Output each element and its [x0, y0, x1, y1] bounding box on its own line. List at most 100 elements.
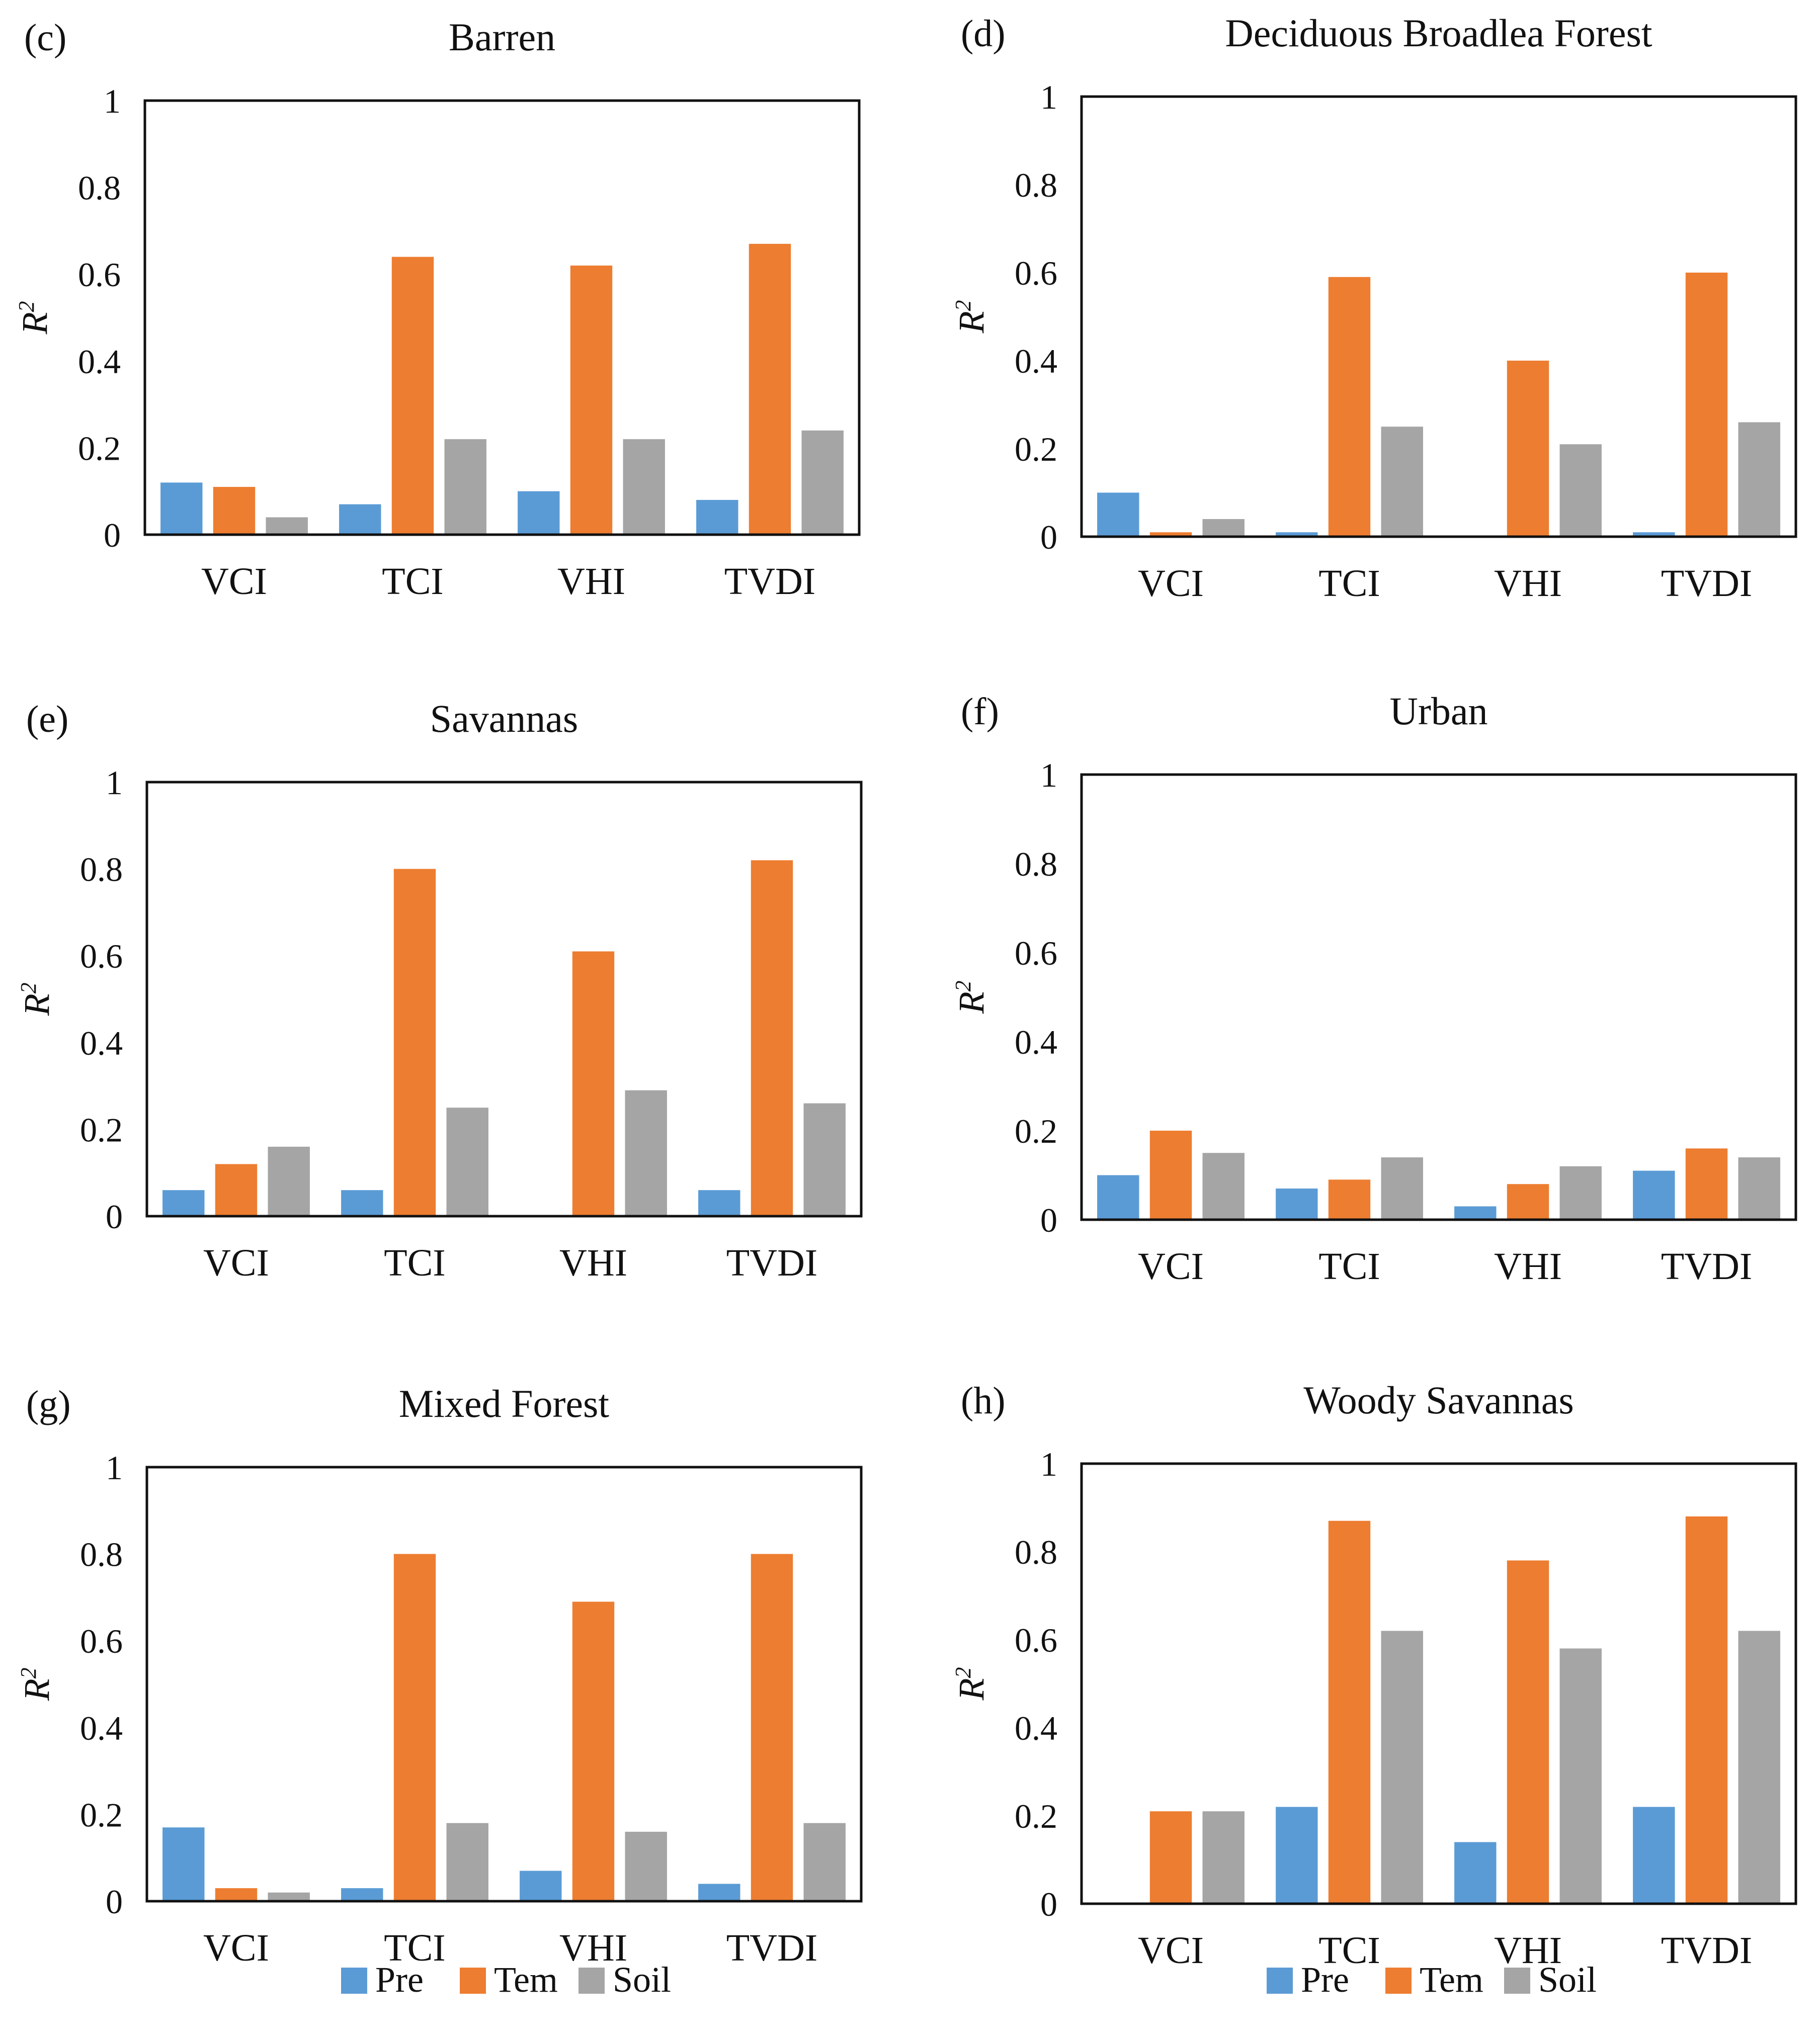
panel-label: (g) [26, 1383, 71, 1425]
y-axis-label: R2 [951, 1667, 991, 1701]
bar-tem-vhi [1507, 1560, 1549, 1904]
bar-tem-tvdi [1685, 1516, 1728, 1904]
y-tick-label: 0.8 [1015, 845, 1057, 883]
legend-label: Pre [1301, 1960, 1349, 2000]
x-category-label: TCI [384, 1927, 445, 1969]
legend: Pre Tem Soil [341, 1960, 671, 2000]
x-category-label: TCI [1318, 562, 1380, 605]
x-category-label: VHI [1494, 562, 1562, 605]
bar-soil-tci [446, 1108, 488, 1216]
x-category-label: VCI [1138, 1929, 1204, 1972]
bar-pre-vhi [1454, 1206, 1497, 1220]
y-tick-label: 0.2 [80, 1796, 123, 1834]
panel-label: (d) [961, 13, 1006, 55]
bar-soil-vhi [623, 439, 665, 535]
bar-soil-tvdi [803, 1823, 846, 1901]
bar-tem-tci [393, 1554, 436, 1901]
legend-swatch-tem [460, 1968, 486, 1994]
x-category-label: TCI [1318, 1929, 1380, 1972]
legend-label: Pre [375, 1960, 424, 2000]
y-tick-label: 1 [104, 82, 121, 120]
y-axis-label-superscript: 2 [16, 1668, 41, 1679]
bar-tem-vci [1149, 1131, 1192, 1220]
bar-soil-tvdi [1738, 1157, 1780, 1220]
y-axis-label-base: R [951, 992, 991, 1014]
y-tick-label: 0 [1040, 518, 1057, 556]
x-category-label: VHI [559, 1927, 627, 1969]
bar-pre-tvdi [1633, 1170, 1675, 1220]
y-tick-label: 0.6 [80, 937, 123, 975]
bar-pre-vhi [1454, 1842, 1497, 1904]
bar-tem-vci [215, 1888, 258, 1901]
y-tick-label: 1 [106, 763, 123, 802]
bar-pre-vhi [520, 1871, 562, 1901]
bar-soil-vci [1202, 519, 1245, 537]
bar-soil-tvdi [1738, 422, 1780, 537]
legend-label: Soil [613, 1960, 671, 2000]
bar-pre-tvdi [698, 1190, 740, 1216]
y-tick-label: 0.8 [1015, 1533, 1057, 1571]
bar-soil-tvdi [803, 1103, 846, 1216]
y-tick-label: 1 [106, 1449, 123, 1487]
y-tick-label: 0.2 [1015, 1112, 1057, 1150]
y-axis-label-base: R [951, 1678, 991, 1701]
bar-tem-vci [1149, 532, 1192, 537]
legend-swatch-tem [1385, 1968, 1412, 1994]
y-axis-label-base: R [15, 312, 55, 335]
bar-soil-vhi [625, 1090, 667, 1216]
bar-soil-vhi [1559, 1648, 1602, 1904]
bar-tem-vhi [572, 1601, 615, 1901]
bar-tem-tci [1328, 1520, 1371, 1904]
x-category-label: VHI [1494, 1245, 1562, 1288]
y-tick-label: 0.2 [78, 429, 121, 467]
bar-soil-vhi [625, 1831, 667, 1901]
bar-soil-vhi [1559, 444, 1602, 537]
x-category-label: VCI [1138, 1245, 1204, 1288]
y-axis-label-base: R [17, 994, 57, 1016]
panel-label: (h) [961, 1380, 1006, 1422]
legend: Pre Tem Soil [1267, 1960, 1597, 2000]
bar-soil-tci [1381, 427, 1423, 537]
y-tick-label: 0.2 [80, 1111, 123, 1149]
panel-label: (f) [961, 691, 999, 733]
bar-pre-vhi [518, 491, 560, 535]
y-tick-label: 0 [104, 516, 121, 554]
bar-tem-vci [215, 1164, 258, 1216]
chart-panel: Woody Savannas (h) R2 0 0.2 0.4 0.6 0.8 1 VCI TCI V… [951, 1378, 1797, 1972]
bar-tem-tci [1328, 277, 1371, 537]
y-tick-label: 0.8 [80, 851, 123, 889]
bar-pre-tci [339, 504, 381, 535]
chart-panel: Barren (c) R2 0 0.2 0.4 0.6 0.8 1 VCI TCI VHI TVDI [14, 15, 861, 603]
y-tick-label: 0.6 [78, 256, 121, 294]
x-category-label: TVDI [726, 1242, 818, 1284]
bar-pre-tvdi [698, 1884, 740, 1901]
y-tick-label: 0 [106, 1883, 123, 1921]
bar-pre-tvdi [1633, 1807, 1675, 1904]
plot-frame [145, 1466, 863, 1903]
bar-soil-vci [1202, 1153, 1245, 1220]
x-category-label: TVDI [726, 1927, 818, 1969]
y-tick-label: 0.6 [1015, 1621, 1057, 1659]
x-category-label: VCI [1138, 562, 1204, 605]
y-axis-label-superscript: 2 [14, 301, 39, 312]
x-category-label: VHI [1494, 1929, 1562, 1972]
x-category-label: TVDI [724, 560, 816, 603]
y-axis-label-superscript: 2 [951, 981, 975, 992]
y-tick-label: 0.4 [1015, 1709, 1057, 1747]
plot-frame [1080, 773, 1797, 1221]
y-axis-label-base: R [17, 1679, 57, 1702]
x-category-label: VCI [203, 1242, 269, 1284]
bar-pre-tci [1276, 1189, 1318, 1220]
y-tick-label: 0 [1040, 1885, 1057, 1923]
chart-title: Woody Savannas [1303, 1378, 1574, 1422]
legend-swatch-soil [1504, 1968, 1530, 1994]
bar-tem-vci [213, 487, 256, 535]
bar-soil-vci [1202, 1811, 1245, 1904]
bar-tem-vhi [570, 265, 613, 535]
y-axis-label-base: R [951, 311, 991, 334]
x-category-label: VCI [201, 560, 267, 603]
chart-title: Deciduous Broadlea Forest [1225, 11, 1652, 55]
bar-soil-vhi [1559, 1166, 1602, 1220]
bar-pre-tci [341, 1190, 383, 1216]
